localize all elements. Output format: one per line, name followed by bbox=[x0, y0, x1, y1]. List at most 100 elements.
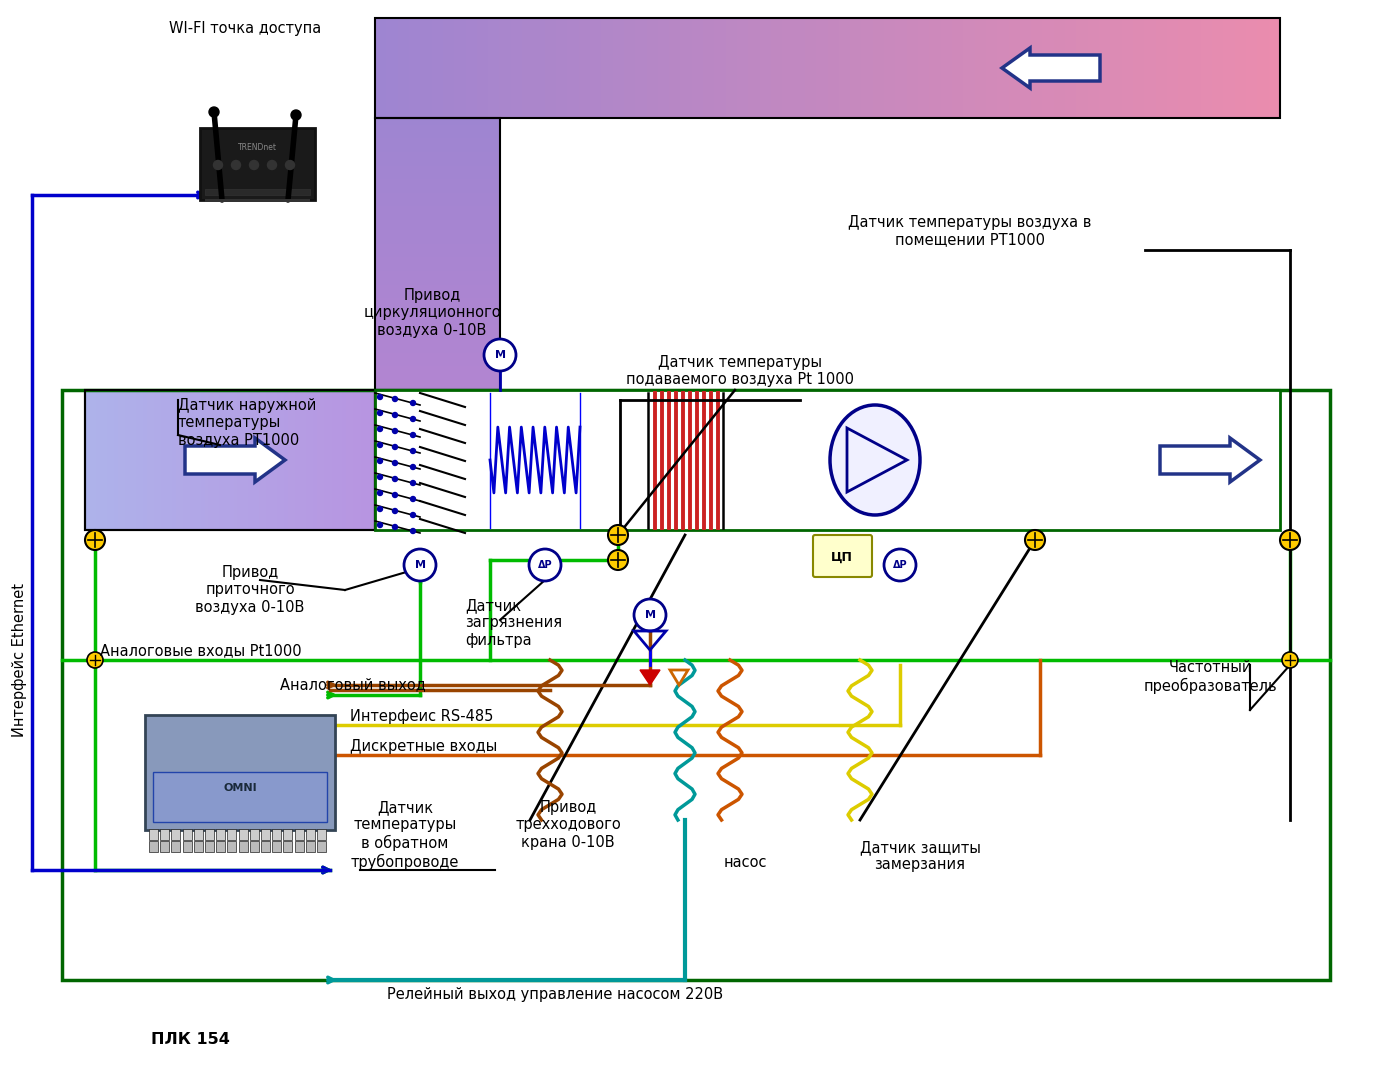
Bar bbox=[725, 390, 736, 530]
Bar bbox=[1201, 390, 1212, 530]
Bar bbox=[255, 390, 259, 530]
Bar bbox=[545, 390, 556, 530]
Bar bbox=[375, 207, 500, 210]
Circle shape bbox=[291, 110, 301, 120]
Bar bbox=[165, 390, 168, 530]
Circle shape bbox=[378, 459, 382, 463]
Bar bbox=[997, 390, 1008, 530]
Bar bbox=[238, 829, 248, 840]
Bar bbox=[147, 390, 150, 530]
Text: Привод
трехходового
крана 0-10В: Привод трехходового крана 0-10В bbox=[515, 800, 620, 850]
Circle shape bbox=[392, 429, 398, 433]
Bar bbox=[88, 390, 92, 530]
Circle shape bbox=[608, 550, 629, 570]
Bar bbox=[1235, 18, 1246, 118]
Bar bbox=[216, 842, 225, 852]
Bar bbox=[375, 179, 500, 182]
Bar bbox=[305, 829, 315, 840]
Bar bbox=[375, 142, 500, 145]
Circle shape bbox=[529, 549, 561, 581]
Bar bbox=[907, 390, 918, 530]
Polygon shape bbox=[640, 670, 659, 685]
Bar bbox=[375, 213, 500, 217]
Bar bbox=[172, 390, 175, 530]
Text: Датчик
загрязнения
фильтра: Датчик загрязнения фильтра bbox=[465, 598, 563, 647]
Bar bbox=[190, 390, 193, 530]
Bar bbox=[204, 189, 309, 195]
Bar bbox=[636, 390, 647, 530]
Text: ЦП: ЦП bbox=[832, 551, 853, 564]
Bar bbox=[305, 842, 315, 852]
Bar bbox=[952, 18, 963, 118]
Bar bbox=[442, 18, 454, 118]
Circle shape bbox=[378, 491, 382, 495]
Bar bbox=[321, 390, 325, 530]
Bar bbox=[223, 390, 227, 530]
Bar bbox=[375, 135, 500, 138]
Circle shape bbox=[392, 476, 398, 481]
Bar bbox=[669, 18, 680, 118]
Bar bbox=[601, 390, 613, 530]
Bar bbox=[816, 18, 827, 118]
Bar bbox=[375, 346, 500, 349]
Bar bbox=[827, 18, 839, 118]
Circle shape bbox=[410, 480, 416, 486]
Bar bbox=[398, 390, 409, 530]
Bar bbox=[1224, 390, 1235, 530]
Bar bbox=[375, 312, 500, 315]
Bar bbox=[703, 390, 714, 530]
Bar bbox=[896, 18, 907, 118]
Bar bbox=[148, 842, 158, 852]
Bar bbox=[1008, 18, 1019, 118]
Bar bbox=[1257, 18, 1268, 118]
Bar bbox=[230, 390, 234, 530]
Bar bbox=[1166, 390, 1179, 530]
Bar bbox=[295, 390, 298, 530]
Bar bbox=[556, 390, 567, 530]
Bar bbox=[216, 829, 225, 840]
Bar bbox=[284, 390, 288, 530]
Bar bbox=[92, 390, 95, 530]
Bar bbox=[375, 329, 500, 332]
Bar bbox=[200, 128, 315, 200]
Bar bbox=[375, 129, 500, 132]
Circle shape bbox=[405, 549, 435, 581]
Bar bbox=[613, 18, 624, 118]
Bar bbox=[601, 18, 613, 118]
Bar bbox=[1088, 18, 1099, 118]
Bar bbox=[771, 18, 783, 118]
Bar bbox=[375, 376, 500, 379]
Bar bbox=[375, 237, 500, 240]
Bar bbox=[1224, 18, 1235, 118]
Circle shape bbox=[392, 397, 398, 402]
Bar bbox=[647, 390, 658, 530]
Bar bbox=[1008, 390, 1019, 530]
Bar bbox=[749, 390, 760, 530]
Bar bbox=[266, 390, 270, 530]
Bar bbox=[760, 18, 771, 118]
Bar bbox=[794, 390, 805, 530]
Bar bbox=[839, 18, 850, 118]
Circle shape bbox=[85, 530, 105, 550]
Bar bbox=[375, 159, 500, 162]
Bar bbox=[567, 390, 578, 530]
Bar bbox=[339, 390, 343, 530]
Bar bbox=[636, 18, 647, 118]
Text: Датчик температуры воздуха в
помещении РТ1000: Датчик температуры воздуха в помещении Р… bbox=[848, 215, 1092, 248]
Bar bbox=[680, 18, 692, 118]
Bar bbox=[118, 390, 122, 530]
Bar bbox=[375, 121, 500, 124]
Bar bbox=[375, 199, 500, 203]
Bar bbox=[106, 390, 111, 530]
Bar bbox=[805, 390, 816, 530]
Bar bbox=[375, 298, 500, 301]
Circle shape bbox=[410, 401, 416, 405]
Bar bbox=[386, 18, 398, 118]
Circle shape bbox=[410, 464, 416, 470]
Bar bbox=[234, 390, 237, 530]
Bar bbox=[454, 18, 465, 118]
Bar bbox=[113, 390, 118, 530]
Text: Привод
циркуляционного
воздуха 0-10В: Привод циркуляционного воздуха 0-10В bbox=[363, 288, 501, 338]
Bar bbox=[197, 390, 202, 530]
Polygon shape bbox=[847, 428, 907, 492]
